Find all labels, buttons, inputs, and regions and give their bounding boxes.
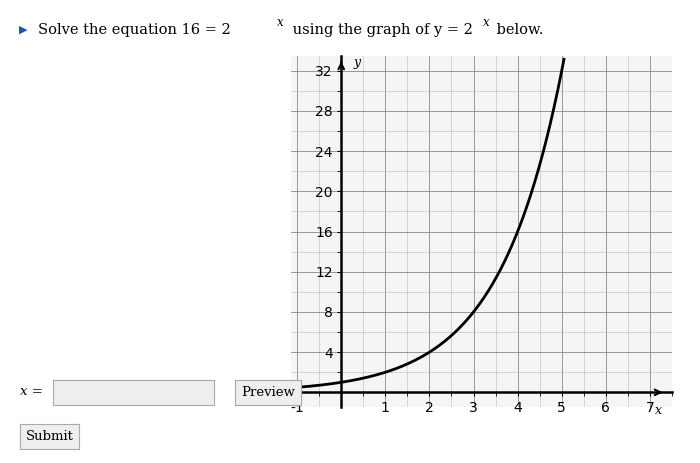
Text: ▶: ▶ bbox=[19, 25, 27, 35]
Text: y: y bbox=[353, 56, 360, 69]
Text: x: x bbox=[483, 16, 489, 29]
Text: using the graph of y = 2: using the graph of y = 2 bbox=[288, 23, 473, 37]
Text: Submit: Submit bbox=[25, 430, 74, 443]
Text: Solve the equation 16 = 2: Solve the equation 16 = 2 bbox=[38, 23, 231, 37]
Text: x: x bbox=[655, 404, 662, 417]
Text: x =: x = bbox=[20, 385, 43, 398]
Text: x: x bbox=[276, 16, 283, 29]
Text: below.: below. bbox=[492, 23, 543, 37]
Text: Preview: Preview bbox=[241, 386, 295, 399]
